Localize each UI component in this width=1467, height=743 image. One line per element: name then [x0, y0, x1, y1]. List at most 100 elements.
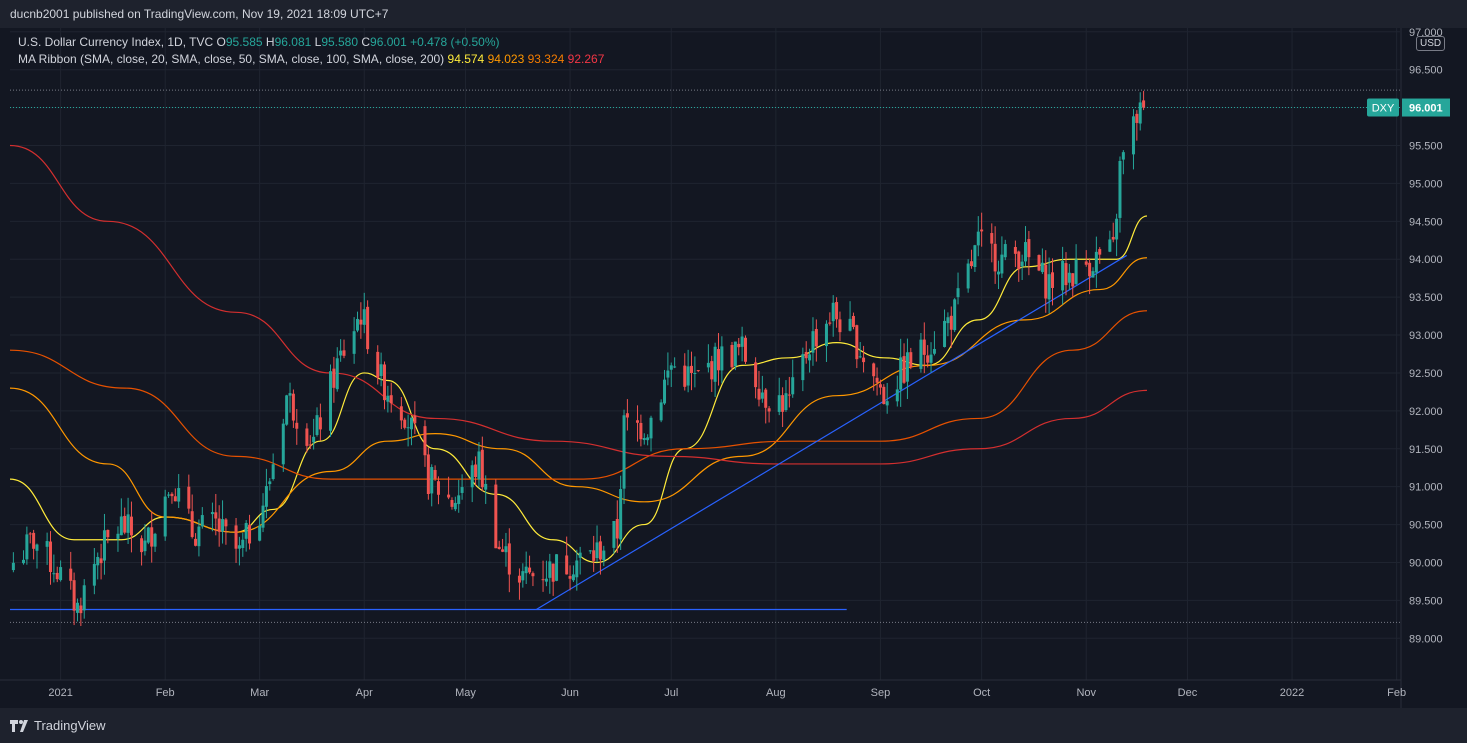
candle-body: [436, 481, 440, 495]
candle-body: [848, 318, 852, 331]
candle-body: [646, 437, 650, 441]
x-tick-label: Nov: [1076, 687, 1096, 699]
candle-body: [571, 574, 575, 581]
candle-body: [592, 550, 596, 561]
candle-body: [760, 392, 764, 399]
candle-body: [1108, 239, 1112, 252]
candle-body: [210, 512, 214, 515]
candle-body: [946, 317, 950, 324]
candle-body: [1135, 113, 1139, 123]
candle-body: [474, 464, 478, 478]
candle-body: [237, 545, 241, 549]
candle-body: [622, 415, 626, 489]
x-tick-label: Oct: [973, 687, 990, 699]
candle-body: [153, 533, 157, 547]
candle-body: [291, 393, 295, 421]
candle-body: [217, 518, 221, 532]
candle-body: [447, 494, 451, 498]
tradingview-logo-icon: [10, 719, 28, 732]
y-tick-label: 92.500: [1409, 368, 1443, 380]
candle-body: [501, 549, 505, 552]
candle-body: [413, 415, 417, 424]
change-value: +0.478 (+0.50%): [410, 35, 500, 49]
candle-body: [804, 351, 808, 359]
ma20-value: 94.574: [447, 52, 485, 66]
candle-body: [625, 413, 629, 418]
candle-body: [386, 395, 390, 402]
candle-body: [55, 572, 59, 580]
symbol-legend-row[interactable]: U.S. Dollar Currency Index, 1D, TVC O95.…: [18, 34, 604, 51]
candle-body: [423, 426, 427, 456]
candle-body: [32, 532, 36, 549]
candle-body: [619, 489, 623, 540]
candle-body: [102, 530, 106, 561]
candle-body: [1003, 244, 1007, 258]
candle-body: [11, 562, 15, 571]
candle-body: [885, 401, 889, 406]
x-tick-label: Dec: [1178, 687, 1198, 699]
candle-body: [92, 563, 96, 586]
candle-body: [79, 605, 83, 614]
y-tick-label: 89.000: [1409, 633, 1443, 645]
candle-body: [1037, 255, 1041, 271]
candle-body: [359, 319, 363, 325]
x-tick-label: Feb: [156, 687, 175, 699]
ohlc-high: H96.081: [265, 35, 312, 49]
candle-body: [872, 363, 876, 377]
candle-body: [943, 320, 947, 347]
candle-body: [828, 322, 832, 324]
candle-body: [470, 465, 474, 488]
candle-body: [477, 451, 481, 480]
x-tick-label: 2022: [1280, 687, 1304, 699]
y-tick-label: 92.000: [1409, 406, 1443, 418]
ma200-value: 92.267: [567, 52, 605, 66]
candle-body: [430, 467, 434, 494]
candle-body: [686, 366, 690, 386]
candle-body: [693, 372, 697, 374]
candle-body: [366, 306, 370, 350]
candle-body: [636, 420, 640, 423]
candle-body: [72, 580, 76, 611]
candle-body: [956, 288, 960, 298]
candle-body: [1084, 261, 1088, 265]
candle-body: [659, 402, 663, 421]
candle-body: [602, 550, 606, 561]
y-tick-label: 95.000: [1409, 178, 1443, 190]
candle-body: [767, 408, 771, 412]
candle-body: [82, 585, 86, 611]
candle-body: [1000, 254, 1004, 274]
candle-body: [1118, 160, 1122, 218]
candle-body: [754, 362, 758, 388]
ma-ribbon-legend-row[interactable]: MA Ribbon (SMA, close, 20, SMA, close, 5…: [18, 51, 604, 68]
candle-body: [342, 350, 346, 356]
price-chart[interactable]: 97.00096.50096.00095.50095.00094.50094.0…: [0, 28, 1467, 708]
candle-body: [507, 543, 511, 575]
ma50-value: 94.023: [487, 52, 525, 66]
candle-body: [926, 355, 930, 363]
candle-body: [1061, 260, 1065, 291]
candle-body: [666, 370, 670, 378]
candle-body: [1064, 263, 1068, 286]
y-tick-label: 96.500: [1409, 65, 1443, 77]
candle-body: [663, 379, 667, 404]
candle-body: [379, 364, 383, 376]
x-tick-label: Jul: [664, 687, 678, 699]
currency-button[interactable]: USD: [1416, 36, 1446, 51]
y-tick-label: 91.500: [1409, 444, 1443, 456]
candle-body: [966, 263, 970, 289]
candle-body: [851, 315, 855, 327]
candle-body: [588, 550, 592, 552]
candle-body: [801, 354, 805, 381]
candle-body: [669, 365, 673, 370]
candle-body: [177, 488, 181, 502]
candle-body: [811, 331, 815, 353]
candle-body: [69, 568, 73, 581]
y-tick-label: 95.500: [1409, 141, 1443, 153]
candle-body: [52, 573, 56, 575]
candle-body: [197, 526, 201, 547]
candle-body: [875, 377, 879, 383]
ohlc-open: O95.585: [216, 35, 263, 49]
x-tick-label: Feb: [1387, 687, 1406, 699]
candle-body: [248, 524, 252, 544]
candle-body: [264, 486, 268, 507]
